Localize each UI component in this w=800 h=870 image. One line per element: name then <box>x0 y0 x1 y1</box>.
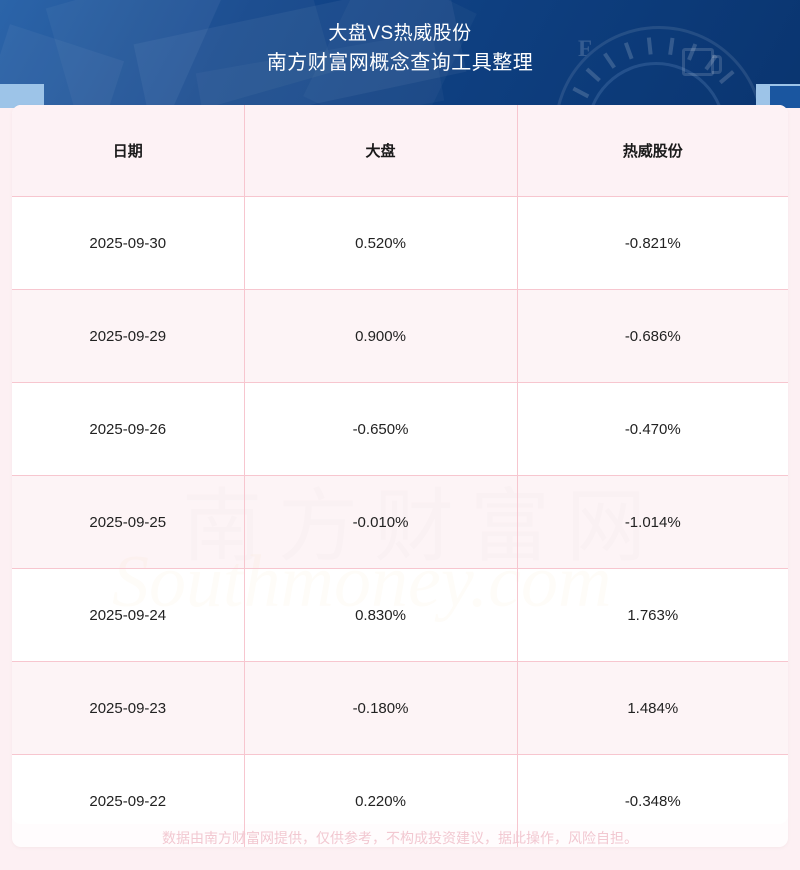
cell-index-change: -0.650% <box>244 382 518 476</box>
cell-index-change: -0.180% <box>244 661 518 755</box>
cell-date: 2025-09-22 <box>12 754 245 847</box>
cell-date: 2025-09-26 <box>12 382 245 476</box>
cell-stock-change: -0.686% <box>517 289 788 383</box>
column-header-date: 日期 <box>12 105 245 197</box>
fuel-pump-icon <box>682 48 722 76</box>
banner-title-block: 大盘VS热威股份 南方财富网概念查询工具整理 <box>0 0 800 79</box>
cell-date: 2025-09-23 <box>12 661 245 755</box>
column-header-stock: 热威股份 <box>517 105 788 197</box>
table-row: 2025-09-26 -0.650% -0.470% <box>12 382 788 476</box>
cell-stock-change: -0.470% <box>517 382 788 476</box>
table-header-row: 日期 大盘 热威股份 <box>12 105 788 197</box>
page-banner: F 大盘VS热威股份 南方财富网概念查询工具整理 <box>0 0 800 108</box>
page-title: 大盘VS热威股份 <box>328 23 472 44</box>
cell-stock-change: -0.821% <box>517 196 788 290</box>
cell-date: 2025-09-24 <box>12 568 245 662</box>
cell-date: 2025-09-30 <box>12 196 245 290</box>
data-table-card: 日期 大盘 热威股份 2025-09-30 0.520% -0.821% 202… <box>12 105 788 847</box>
table-row: 2025-09-29 0.900% -0.686% <box>12 289 788 383</box>
cell-index-change: 0.220% <box>244 754 518 847</box>
cell-index-change: 0.900% <box>244 289 518 383</box>
table-row: 2025-09-23 -0.180% 1.484% <box>12 661 788 755</box>
cell-index-change: 0.830% <box>244 568 518 662</box>
table-row: 2025-09-25 -0.010% -1.014% <box>12 475 788 569</box>
disclaimer-text: 数据由南方财富网提供，仅供参考，不构成投资建议，据此操作，风险自担。 <box>162 830 638 846</box>
cell-date: 2025-09-25 <box>12 475 245 569</box>
banner-artwork: F <box>0 0 800 108</box>
page-subtitle: 南方财富网概念查询工具整理 <box>266 52 534 74</box>
table-row: 2025-09-22 0.220% -0.348% <box>12 754 788 847</box>
banner-accent-left <box>0 84 44 108</box>
cell-stock-change: 1.484% <box>517 661 788 755</box>
comparison-table: 日期 大盘 热威股份 2025-09-30 0.520% -0.821% 202… <box>12 105 788 847</box>
cell-date: 2025-09-29 <box>12 289 245 383</box>
cell-index-change: 0.520% <box>244 196 518 290</box>
table-row: 2025-09-30 0.520% -0.821% <box>12 196 788 290</box>
cell-index-change: -0.010% <box>244 475 518 569</box>
cell-stock-change: 1.763% <box>517 568 788 662</box>
cell-stock-change: -1.014% <box>517 475 788 569</box>
gauge-full-label: F <box>577 36 592 61</box>
table-body: 2025-09-30 0.520% -0.821% 2025-09-29 0.9… <box>12 196 788 847</box>
column-header-index: 大盘 <box>244 105 518 197</box>
table-row: 2025-09-24 0.830% 1.763% <box>12 568 788 662</box>
cell-stock-change: -0.348% <box>517 754 788 847</box>
banner-accent-right-dark <box>770 86 800 108</box>
table-header: 日期 大盘 热威股份 <box>12 105 788 197</box>
